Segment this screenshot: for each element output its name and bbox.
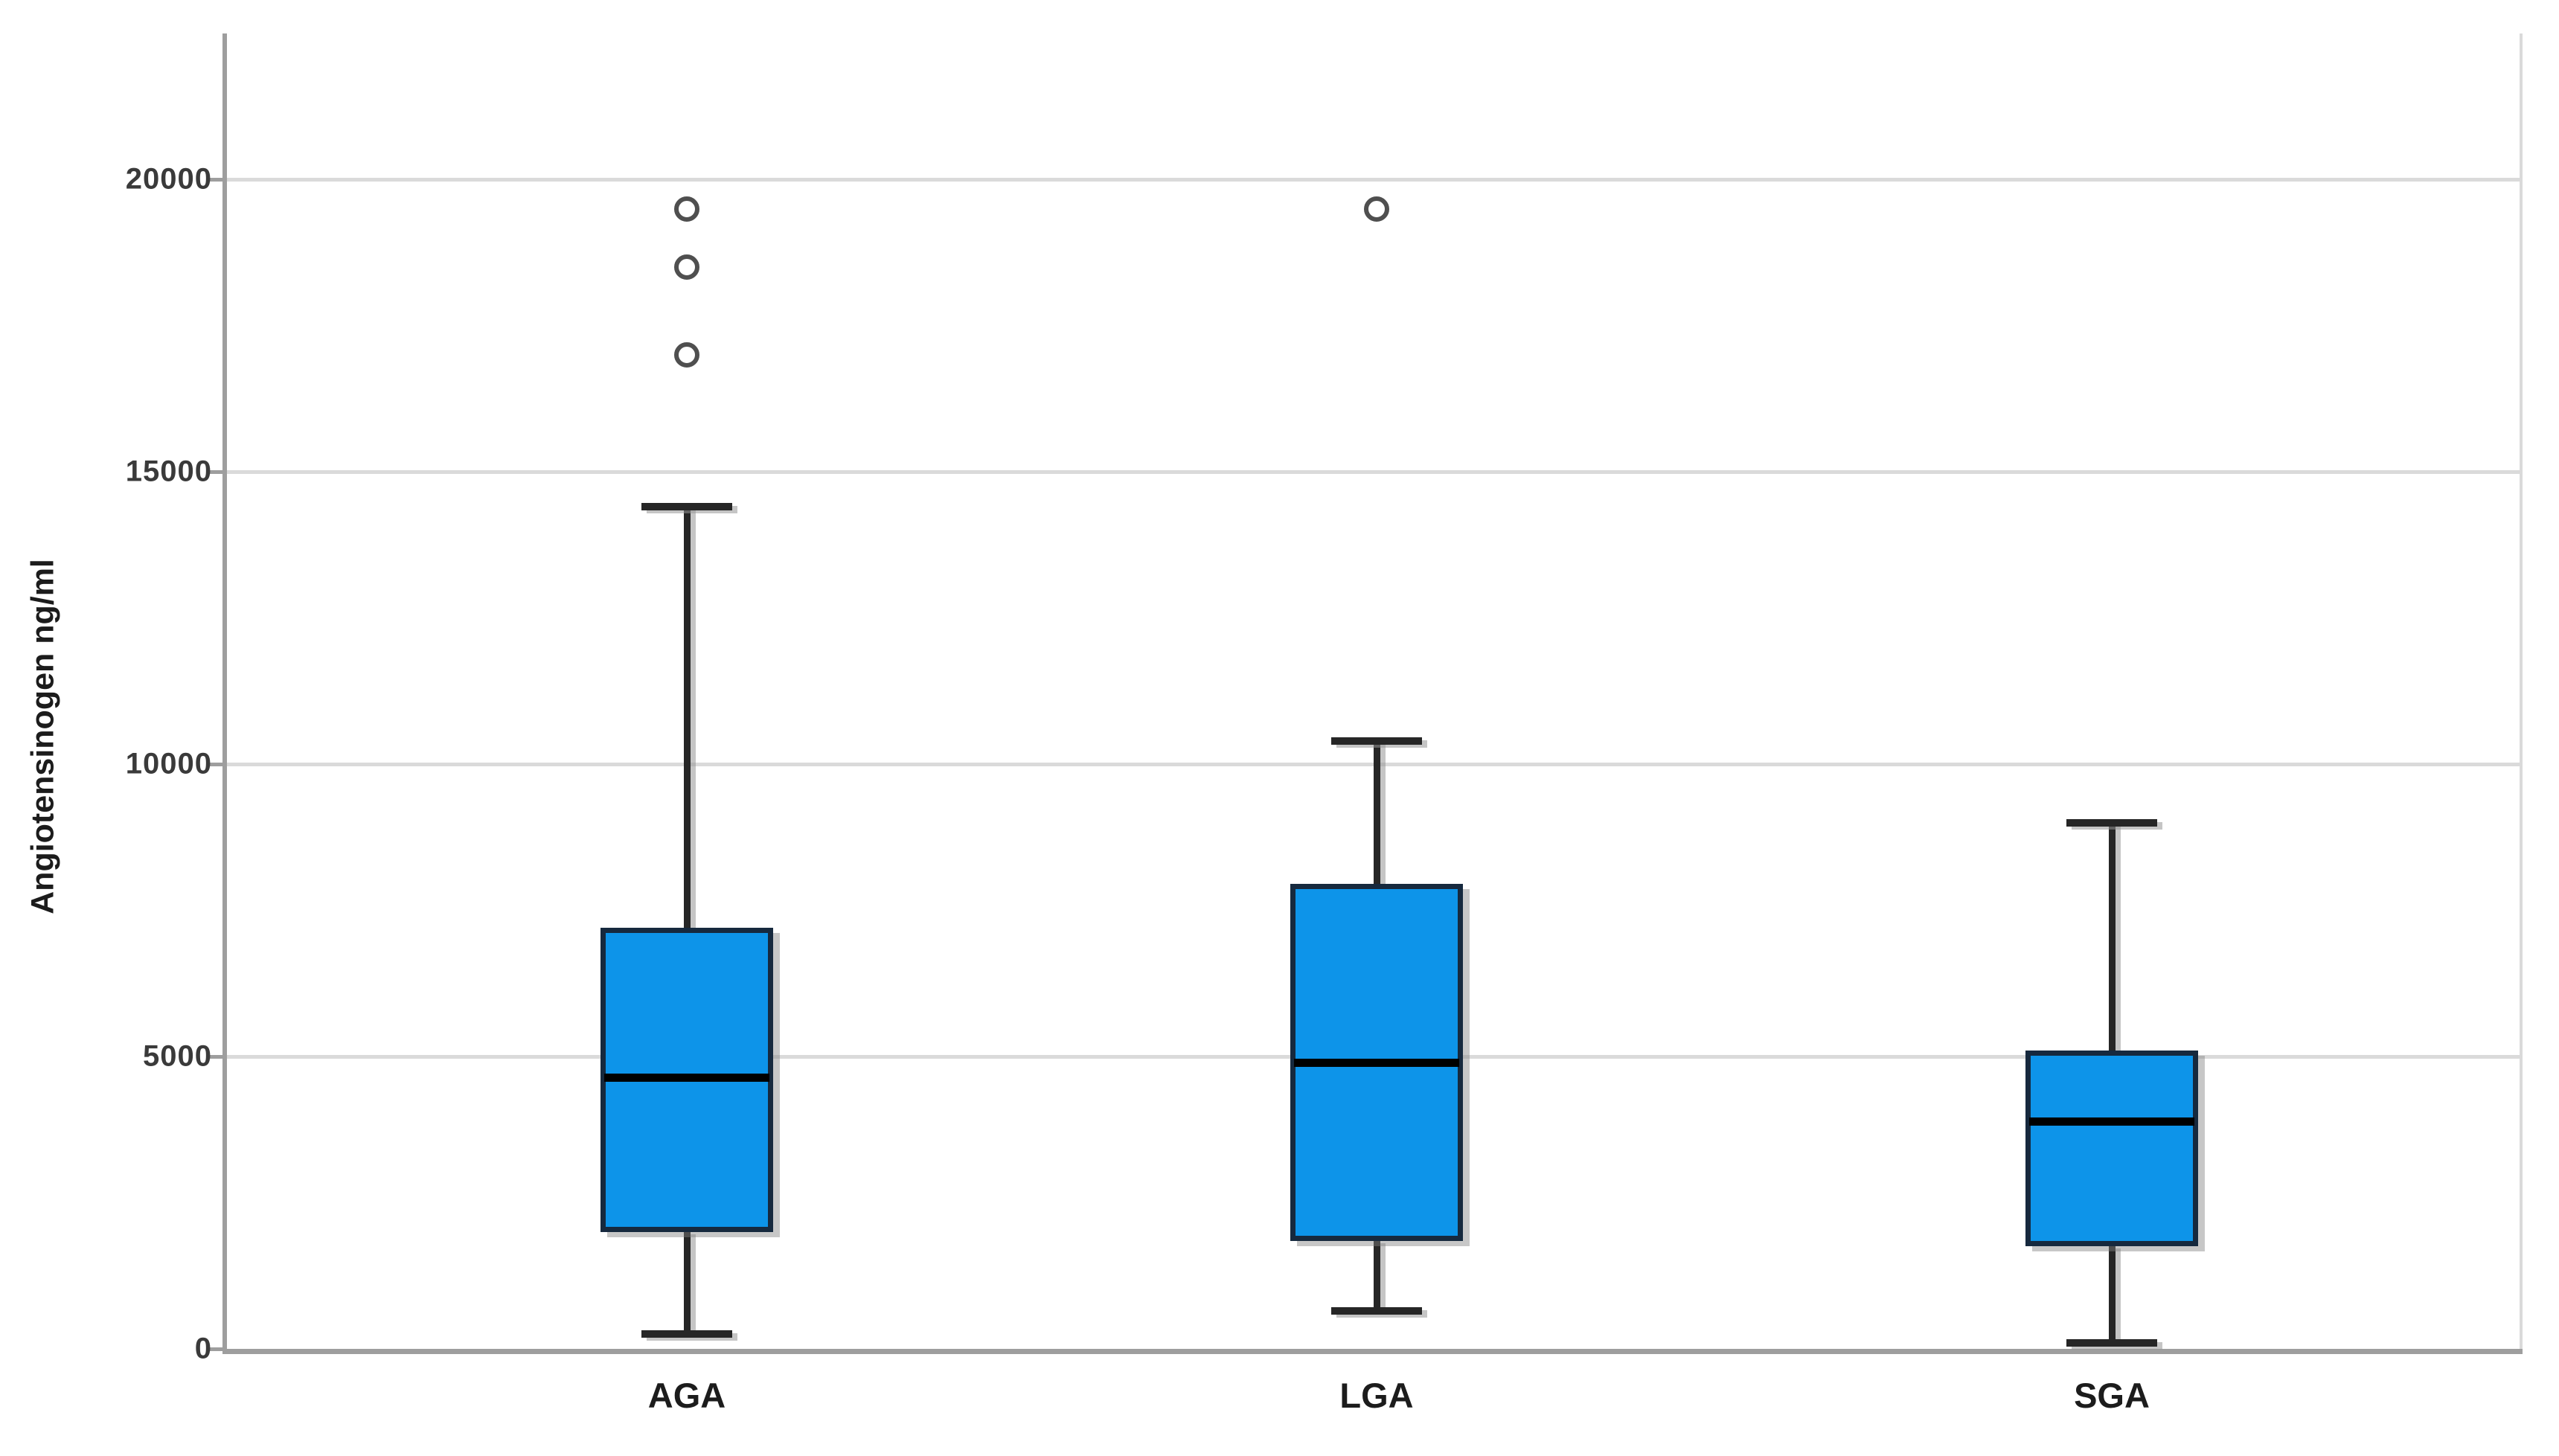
whisker-cap-min-aga [641,1330,732,1338]
x-tick-label-lga: LGA [1339,1376,1414,1415]
outlier-point-aga-1 [674,254,699,280]
y-tick-label-15000: 15000 [125,455,212,488]
outlier-point-aga-0 [674,342,699,368]
y-axis-line [222,33,227,1354]
whisker-upper-lga [1374,740,1380,885]
whisker-cap-max-sga [2066,818,2157,827]
outlier-point-aga-2 [674,196,699,222]
plot-right-frame [2520,33,2523,1349]
gridline-15000 [227,470,2523,475]
x-axis-line [222,1349,2523,1354]
y-tick-mark-15000 [206,470,222,475]
y-tick-mark-20000 [206,178,222,182]
y-tick-label-0: 0 [194,1332,212,1365]
whisker-cap-max-aga [641,503,732,511]
whisker-cap-min-sga [2066,1339,2157,1347]
box-sga [2025,1051,2198,1247]
whisker-lower-aga [684,1231,691,1335]
y-tick-label-5000: 5000 [143,1039,212,1073]
whisker-upper-aga [684,507,691,929]
whisker-cap-max-lga [1331,737,1422,745]
y-tick-label-10000: 10000 [125,747,212,780]
whisker-lower-sga [2109,1246,2116,1344]
y-axis-title: Angiotensinogen ng/ml [25,559,61,914]
y-tick-mark-10000 [206,763,222,767]
y-tick-label-20000: 20000 [125,162,212,196]
whisker-cap-min-lga [1331,1306,1422,1315]
median-line-lga [1294,1058,1459,1067]
whisker-upper-sga [2109,822,2116,1051]
whisker-lower-lga [1374,1240,1380,1311]
x-tick-label-aga: AGA [647,1376,726,1415]
median-line-sga [2029,1117,2194,1126]
gridline-20000 [227,178,2523,182]
x-tick-label-sga: SGA [2074,1376,2150,1415]
y-tick-mark-0 [206,1347,222,1351]
median-line-aga [604,1073,769,1082]
outlier-point-lga-0 [1364,196,1389,222]
y-tick-mark-5000 [206,1055,222,1059]
